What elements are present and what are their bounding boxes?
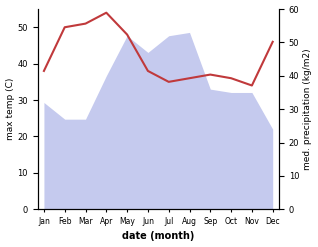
- Y-axis label: med. precipitation (kg/m2): med. precipitation (kg/m2): [303, 48, 313, 170]
- X-axis label: date (month): date (month): [122, 231, 195, 242]
- Y-axis label: max temp (C): max temp (C): [5, 78, 15, 140]
